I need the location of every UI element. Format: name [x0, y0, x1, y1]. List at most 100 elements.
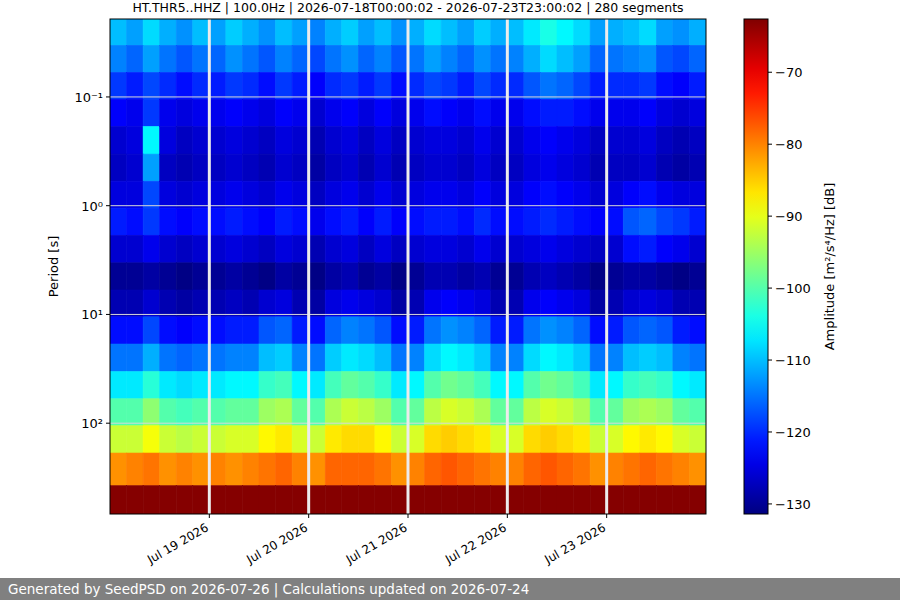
cell — [557, 399, 574, 426]
cell — [309, 99, 326, 126]
cell — [607, 486, 624, 514]
cell — [640, 290, 657, 317]
cell — [524, 453, 541, 486]
cell — [176, 19, 193, 45]
cell — [209, 127, 226, 155]
cell — [259, 235, 276, 263]
cell — [391, 45, 408, 72]
cell — [458, 486, 475, 514]
cell — [507, 127, 524, 155]
cell — [425, 235, 442, 263]
cell — [673, 127, 690, 155]
cell — [143, 263, 160, 290]
cell — [110, 486, 127, 514]
cell — [491, 486, 508, 514]
cell — [557, 73, 574, 100]
cell — [458, 73, 475, 100]
cell — [540, 486, 557, 514]
cell — [242, 99, 259, 126]
cell — [507, 317, 524, 344]
cell — [408, 399, 425, 426]
cell — [160, 127, 177, 155]
cell — [292, 45, 309, 72]
cell — [160, 290, 177, 317]
cell — [540, 181, 557, 208]
cell — [276, 181, 293, 208]
cell — [276, 426, 293, 453]
cell — [375, 19, 392, 45]
cell — [193, 45, 210, 72]
cell — [441, 45, 458, 72]
cell — [458, 19, 475, 45]
tick-label: Jul 23 2026 — [541, 520, 608, 567]
cell — [375, 372, 392, 399]
cell — [673, 73, 690, 100]
cell — [458, 181, 475, 208]
cell — [574, 453, 591, 486]
cell — [160, 344, 177, 372]
cell — [259, 453, 276, 486]
cell — [689, 263, 706, 290]
cell — [127, 453, 144, 486]
cell — [640, 372, 657, 399]
cell — [673, 235, 690, 263]
cell — [441, 290, 458, 317]
cell — [325, 486, 342, 514]
cell — [292, 290, 309, 317]
cell — [209, 486, 226, 514]
cell — [193, 453, 210, 486]
cell — [391, 208, 408, 235]
cell — [590, 99, 607, 126]
cell — [408, 486, 425, 514]
cell — [259, 486, 276, 514]
cell — [226, 486, 243, 514]
cell — [276, 317, 293, 344]
cell — [491, 344, 508, 372]
cell — [209, 317, 226, 344]
cell — [209, 73, 226, 100]
cell — [110, 399, 127, 426]
cell — [259, 426, 276, 453]
cell — [623, 317, 640, 344]
cell — [209, 453, 226, 486]
cell — [242, 208, 259, 235]
cell — [607, 181, 624, 208]
cell — [143, 290, 160, 317]
cell — [623, 426, 640, 453]
cell — [176, 99, 193, 126]
cell — [656, 73, 673, 100]
cell — [309, 181, 326, 208]
cell — [408, 45, 425, 72]
cell — [226, 235, 243, 263]
cell — [441, 399, 458, 426]
cell — [391, 399, 408, 426]
cell — [540, 426, 557, 453]
cell — [458, 453, 475, 486]
cell — [176, 263, 193, 290]
cell — [358, 486, 375, 514]
cell — [425, 290, 442, 317]
cell — [375, 399, 392, 426]
cell — [474, 45, 491, 72]
cell — [309, 263, 326, 290]
cell — [441, 426, 458, 453]
cell — [607, 99, 624, 126]
cell — [276, 344, 293, 372]
cell — [375, 453, 392, 486]
cell — [441, 486, 458, 514]
cell — [358, 73, 375, 100]
cell — [176, 45, 193, 72]
cell — [656, 19, 673, 45]
cell — [176, 372, 193, 399]
cell — [110, 263, 127, 290]
tick-label: Jul 21 2026 — [343, 520, 410, 567]
cell — [309, 426, 326, 453]
cell — [375, 73, 392, 100]
cell — [689, 290, 706, 317]
cell — [640, 19, 657, 45]
tick — [106, 314, 110, 315]
cell — [143, 426, 160, 453]
cell — [176, 290, 193, 317]
cell — [391, 73, 408, 100]
cell — [391, 235, 408, 263]
